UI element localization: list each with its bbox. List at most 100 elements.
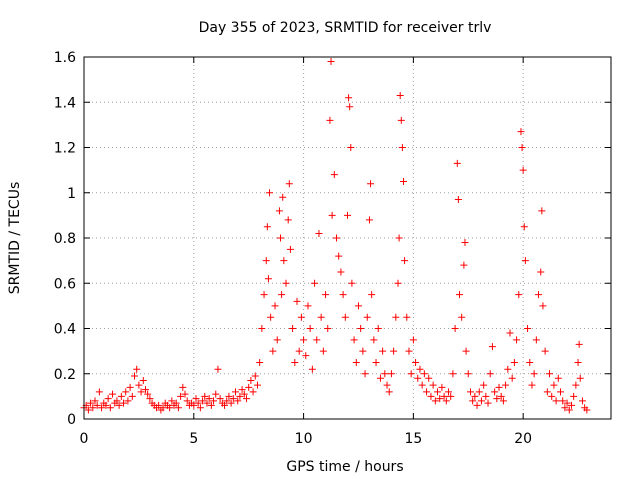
data-point (345, 94, 353, 102)
data-point (535, 291, 543, 299)
data-point (271, 302, 279, 310)
data-point (315, 229, 323, 237)
data-point (445, 388, 453, 396)
data-point (374, 325, 382, 332)
data-point (396, 91, 404, 99)
data-point (397, 116, 405, 124)
data-point (491, 388, 499, 396)
y-axis-label: SRMTID / TECUs (7, 182, 23, 295)
data-point (420, 370, 428, 378)
data-point (357, 325, 365, 332)
data-point (462, 347, 470, 355)
data-point (455, 291, 463, 299)
data-point (458, 313, 466, 321)
data-point (554, 374, 562, 382)
data-point (330, 171, 338, 179)
data-point (277, 234, 285, 242)
data-point (427, 392, 435, 400)
data-point (350, 336, 358, 344)
data-point (475, 388, 483, 396)
data-point (387, 370, 395, 378)
data-point (109, 390, 117, 398)
data-point (106, 404, 114, 412)
data-point (563, 399, 571, 407)
data-point (392, 313, 400, 321)
data-point (124, 397, 132, 405)
data-point (352, 358, 360, 366)
data-point (135, 381, 143, 389)
data-point (285, 180, 293, 188)
data-point (361, 370, 369, 378)
y-tick-label: 0.8 (54, 231, 76, 247)
data-point (454, 196, 462, 204)
data-point (517, 128, 525, 136)
grid-lines (84, 57, 611, 419)
data-point (484, 399, 492, 407)
data-point (409, 336, 417, 344)
data-point (431, 397, 439, 405)
x-axis-ticks: 0 5 10 15 20 (80, 57, 532, 447)
data-point (414, 374, 422, 382)
data-point (300, 336, 308, 344)
data-point (249, 388, 257, 396)
data-point (416, 365, 424, 373)
data-point (89, 404, 97, 412)
data-point (466, 388, 474, 396)
data-point (262, 257, 270, 265)
data-point (293, 297, 301, 305)
data-point (284, 216, 292, 224)
data-point (236, 392, 244, 400)
y-tick-label: 0 (67, 412, 76, 428)
data-point (367, 180, 375, 188)
data-point (339, 291, 347, 299)
data-point (381, 370, 389, 378)
data-point (453, 159, 461, 167)
data-point (260, 291, 268, 299)
x-tick-label: 0 (80, 431, 89, 447)
data-point (372, 358, 380, 366)
data-point (87, 399, 95, 407)
data-point (550, 381, 558, 389)
data-point (473, 401, 481, 409)
data-point (429, 381, 437, 389)
data-point (269, 347, 277, 355)
data-point (289, 325, 297, 332)
data-point (502, 381, 510, 389)
data-point (412, 358, 420, 366)
data-point (449, 370, 457, 378)
data-point (137, 388, 145, 396)
data-point (266, 189, 274, 197)
data-point (510, 358, 518, 366)
data-point (379, 347, 387, 355)
data-point (497, 392, 505, 400)
data-point (370, 336, 378, 344)
data-point (556, 388, 564, 396)
data-point (192, 395, 200, 403)
data-point (113, 397, 121, 405)
data-point (434, 388, 442, 396)
data-point (524, 325, 532, 332)
data-point (405, 347, 413, 355)
data-point (348, 279, 356, 287)
data-point (267, 313, 275, 321)
data-point (203, 399, 211, 407)
data-point (461, 239, 469, 247)
data-point (223, 397, 231, 405)
data-point (559, 397, 567, 405)
data-point (168, 397, 176, 405)
data-point (365, 216, 373, 224)
data-point (146, 395, 154, 403)
data-point (291, 358, 299, 366)
data-point (401, 257, 409, 265)
data-point (546, 370, 554, 378)
data-point (515, 291, 523, 299)
data-point (347, 144, 355, 151)
plot-frame (83, 56, 612, 420)
x-tick-label: 20 (514, 431, 532, 447)
data-point (488, 343, 496, 351)
data-point (572, 381, 580, 389)
data-point (264, 275, 272, 283)
data-point (341, 313, 349, 321)
data-point (543, 388, 551, 396)
